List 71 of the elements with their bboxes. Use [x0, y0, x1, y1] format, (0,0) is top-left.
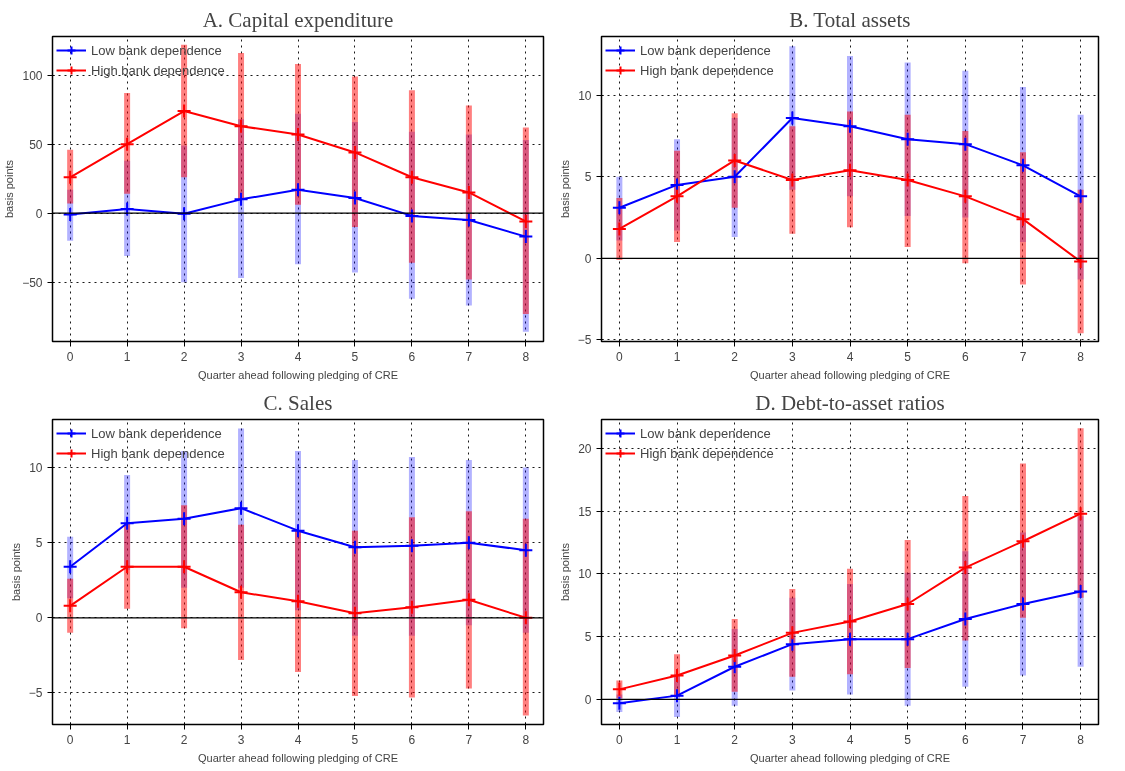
x-tick-label: 6 [961, 349, 969, 364]
chart-title: A. Capital expenditure [202, 7, 394, 32]
legend-label: High bank dependence [640, 445, 774, 461]
x-tick-label: 4 [294, 349, 302, 364]
x-tick-label: 3 [237, 349, 245, 364]
x-tick-label: 0 [616, 349, 624, 364]
y-tick-label: 100 [22, 68, 43, 83]
y-tick-label: 0 [35, 206, 43, 221]
x-tick-label: 6 [961, 732, 969, 747]
y-tick-label: 5 [584, 630, 592, 645]
y-tick-label: 10 [578, 88, 592, 103]
x-axis-title: Quarter ahead following pledging of CRE [198, 368, 398, 381]
legend-label: Low bank dependence [640, 42, 771, 58]
x-tick-label: 2 [731, 349, 739, 364]
y-tick-label: 10 [578, 567, 592, 582]
x-axis-title: Quarter ahead following pledging of CRE [750, 368, 950, 381]
y-axis-title: basis points [558, 159, 571, 219]
y-tick-label: 0 [584, 251, 592, 266]
x-tick-label: 1 [673, 732, 681, 747]
x-tick-label: 4 [294, 732, 302, 747]
chart-title: B. Total assets [789, 7, 911, 32]
x-tick-label: 7 [465, 349, 473, 364]
y-tick-label: −5 [28, 686, 43, 701]
x-tick-label: 8 [1077, 732, 1085, 747]
x-tick-label: 1 [123, 732, 131, 747]
y-tick-label: 15 [578, 504, 592, 519]
x-tick-label: 5 [904, 732, 912, 747]
x-tick-label: 6 [408, 349, 416, 364]
y-axis-title: basis points [9, 542, 22, 602]
y-tick-label: 50 [29, 137, 43, 152]
legend-label: High bank dependence [91, 445, 225, 461]
x-tick-label: 8 [1077, 349, 1085, 364]
y-tick-label: 5 [584, 170, 592, 185]
x-tick-label: 7 [1019, 732, 1027, 747]
x-tick-label: 5 [351, 349, 359, 364]
x-tick-label: 7 [1019, 349, 1027, 364]
legend-label: High bank dependence [640, 62, 774, 78]
x-tick-label: 2 [731, 732, 739, 747]
x-tick-label: 7 [465, 732, 473, 747]
x-axis-title: Quarter ahead following pledging of CRE [198, 751, 398, 764]
x-tick-label: 1 [673, 349, 681, 364]
y-axis-title: basis points [559, 542, 572, 602]
x-tick-label: 8 [522, 732, 530, 747]
y-tick-label: 20 [578, 441, 592, 456]
y-tick-label: 10 [29, 461, 43, 476]
x-tick-label: 8 [522, 349, 530, 364]
x-tick-label: 1 [123, 349, 131, 364]
y-tick-label: 0 [584, 692, 592, 707]
legend-label: Low bank dependence [640, 425, 771, 441]
x-tick-label: 0 [66, 732, 74, 747]
legend-label: Low bank dependence [91, 425, 222, 441]
x-tick-label: 2 [180, 732, 188, 747]
y-tick-label: −50 [22, 275, 43, 290]
x-tick-label: 5 [351, 732, 359, 747]
x-tick-label: 4 [846, 732, 854, 747]
x-axis-title: Quarter ahead following pledging of CRE [750, 751, 950, 764]
y-tick-label: −5 [577, 333, 592, 348]
x-tick-label: 0 [616, 732, 624, 747]
y-tick-label: 0 [35, 611, 43, 626]
x-tick-label: 6 [408, 732, 416, 747]
x-tick-label: 5 [904, 349, 912, 364]
chart-title: D. Debt-to-asset ratios [755, 390, 945, 415]
chart-title: C. Sales [263, 390, 333, 415]
y-tick-label: 5 [35, 536, 43, 551]
x-tick-label: 0 [66, 349, 74, 364]
y-axis-title: basis points [3, 159, 16, 219]
x-tick-label: 2 [180, 349, 188, 364]
x-tick-label: 3 [237, 732, 245, 747]
x-tick-label: 4 [846, 349, 854, 364]
x-tick-label: 3 [789, 349, 797, 364]
x-tick-label: 3 [789, 732, 797, 747]
